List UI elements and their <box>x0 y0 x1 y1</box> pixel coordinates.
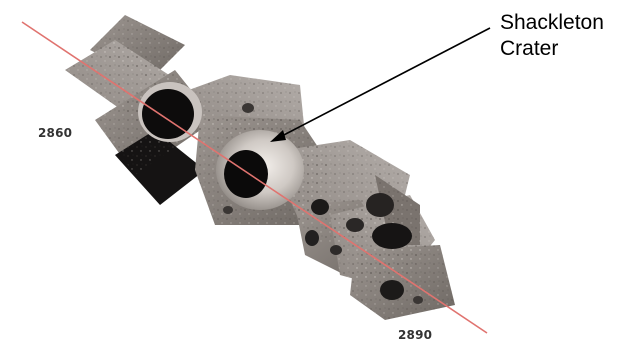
track-value-right-label: 2890 <box>398 328 433 342</box>
dark-crater-upper <box>138 82 202 142</box>
track-value-left-label: 2860 <box>38 126 73 140</box>
annotation-line-2: Crater <box>500 37 559 60</box>
crater-annotation: Shackleton Crater <box>500 10 604 62</box>
ground-track-line <box>21 21 488 334</box>
annotation-line-1: Shackleton <box>500 11 604 34</box>
annotation-arrow <box>270 27 491 142</box>
shackleton-crater <box>216 130 304 210</box>
small-craters <box>223 103 423 304</box>
